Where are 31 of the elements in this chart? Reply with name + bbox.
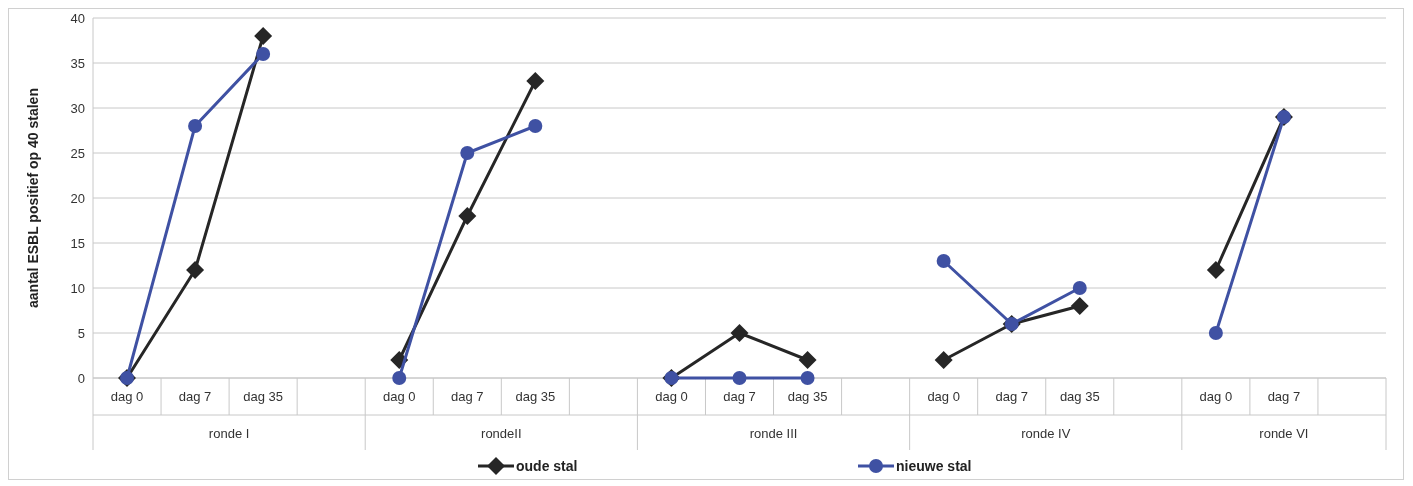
y-tick-label: 10	[70, 280, 85, 296]
x-tick-label: dag 35	[515, 389, 556, 404]
x-tick-label: dag 7	[1267, 389, 1301, 404]
y-tick-label: 0	[77, 370, 85, 386]
y-tick-label: 20	[70, 190, 85, 206]
x-tick-label: dag 35	[1059, 389, 1100, 404]
y-tick-label: 35	[70, 55, 85, 71]
text: ronde I	[208, 426, 250, 441]
x-tick-label: dag 0	[110, 389, 144, 404]
y-tick-label: 15	[70, 235, 85, 251]
text: ronde IV	[1021, 426, 1071, 441]
y-axis-title: aantal ESBL positief op 40 stalen	[25, 88, 41, 308]
x-tick-label: dag 0	[655, 389, 688, 404]
x-tick-label: dag 7	[995, 389, 1028, 404]
x-tick-label: dag 7	[178, 389, 212, 404]
x-tick-label: dag 7	[723, 389, 756, 404]
x-tick-label: dag 7	[451, 389, 484, 404]
x-tick-label: dag 35	[787, 389, 828, 404]
x-tick-label: dag 35	[243, 389, 284, 404]
x-tick-label: dag 0	[382, 389, 416, 404]
x-tick-label: dag 0	[1199, 389, 1233, 404]
text: rondeII	[481, 426, 522, 441]
legend-label: nieuwe stal	[896, 457, 972, 474]
legend-label: oude stal	[516, 457, 578, 474]
x-tick-label: dag 0	[927, 389, 960, 404]
y-tick-label: 30	[70, 100, 85, 116]
text: ronde III	[749, 426, 798, 441]
text: ronde VI	[1259, 426, 1309, 441]
y-tick-label: 5	[77, 325, 85, 341]
y-tick-label: 40	[70, 10, 85, 26]
y-tick-label: 25	[70, 145, 85, 161]
